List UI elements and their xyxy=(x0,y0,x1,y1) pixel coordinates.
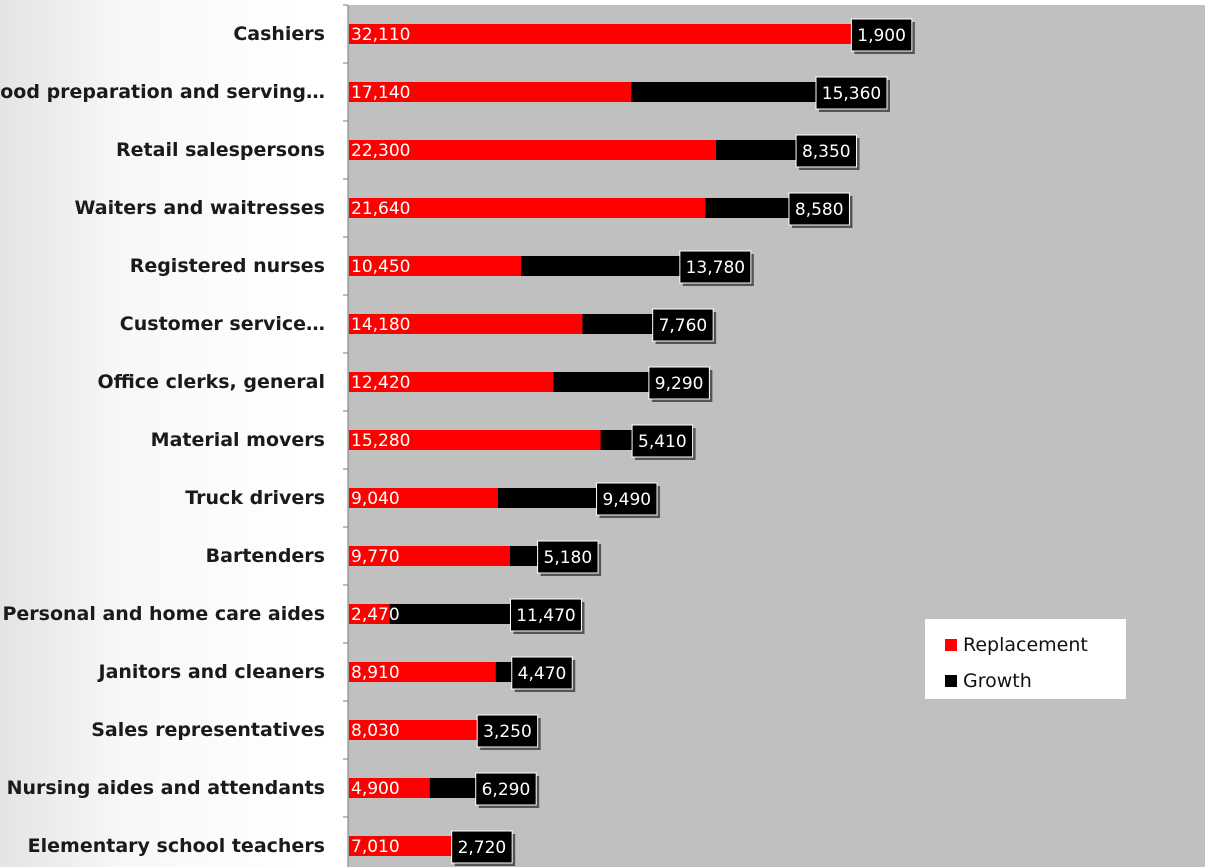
category-label: Waiters and waitresses xyxy=(75,197,325,219)
growth-value-label: 4,470 xyxy=(518,664,567,684)
bar-replacement xyxy=(349,24,878,44)
growth-label-box xyxy=(850,18,913,52)
growth-value-label: 9,490 xyxy=(602,490,651,510)
bar-replacement xyxy=(349,198,706,218)
bar-replacement xyxy=(349,720,482,740)
growth-label-box xyxy=(475,772,537,806)
category-label: Customer service… xyxy=(120,313,325,335)
bar-replacement xyxy=(349,836,465,856)
growth-value-label: 8,580 xyxy=(795,200,844,220)
category-label: Office clerks, general xyxy=(97,371,325,393)
category-label: Registered nurses xyxy=(130,255,325,277)
category-label: Material movers xyxy=(151,429,325,451)
growth-label-box xyxy=(652,308,714,342)
legend-swatch-growth xyxy=(945,675,957,687)
replacement-value-label: 22,300 xyxy=(351,141,410,161)
category-label: Elementary school teachers xyxy=(28,835,325,857)
growth-value-label: 8,350 xyxy=(802,142,851,162)
growth-label-box xyxy=(648,366,710,400)
growth-value-label: 5,410 xyxy=(638,432,687,452)
growth-label-box xyxy=(509,598,582,632)
bar-replacement xyxy=(349,430,601,450)
growth-value-label: 3,250 xyxy=(483,722,532,742)
replacement-value-label: 8,030 xyxy=(351,721,400,741)
replacement-value-label: 7,010 xyxy=(351,837,400,857)
replacement-value-label: 15,280 xyxy=(351,431,410,451)
category-label: Personal and home care aides xyxy=(2,603,325,625)
bar-replacement xyxy=(349,488,498,508)
bar-replacement xyxy=(349,604,390,624)
bar-replacement xyxy=(349,82,632,102)
growth-label-box xyxy=(679,250,752,284)
growth-label-box xyxy=(795,134,858,168)
category-label: Nursing aides and attendants xyxy=(7,777,325,799)
category-label: Sales representatives xyxy=(91,719,325,741)
replacement-value-label: 10,450 xyxy=(351,257,410,277)
category-label: Food preparation and serving… xyxy=(0,81,325,103)
growth-label-box xyxy=(815,76,888,110)
bar-replacement xyxy=(349,546,510,566)
bars-layer: Cashiers 32,110 1,900 Food preparation and … xyxy=(0,4,915,866)
bar-replacement xyxy=(349,314,583,334)
legend-item-growth: Growth xyxy=(945,663,1126,699)
replacement-value-label: 2,470 xyxy=(351,605,400,625)
replacement-value-label: 21,640 xyxy=(351,199,410,219)
replacement-value-label: 12,420 xyxy=(351,373,410,393)
category-label: Cashiers xyxy=(233,23,325,45)
growth-value-label: 9,290 xyxy=(655,374,704,394)
category-label: Janitors and cleaners xyxy=(97,661,326,683)
bar-replacement xyxy=(349,256,522,276)
growth-label-box xyxy=(537,540,599,574)
legend-swatch-replacement xyxy=(945,639,957,651)
growth-value-label: 15,360 xyxy=(822,84,881,104)
chart-legend: Replacement Growth xyxy=(925,619,1126,699)
replacement-value-label: 9,770 xyxy=(351,547,400,567)
growth-label-box xyxy=(451,830,513,864)
bar-replacement xyxy=(349,140,717,160)
legend-label-replacement: Replacement xyxy=(963,634,1088,656)
bar-replacement xyxy=(349,662,496,682)
growth-value-label: 6,290 xyxy=(482,780,531,800)
category-label: Truck drivers xyxy=(185,487,325,509)
legend-label-growth: Growth xyxy=(963,670,1032,692)
replacement-value-label: 4,900 xyxy=(351,779,400,799)
growth-label-box xyxy=(511,656,573,690)
growth-value-label: 1,900 xyxy=(857,26,906,46)
replacement-value-label: 17,140 xyxy=(351,83,410,103)
growth-label-box xyxy=(596,482,658,516)
replacement-value-label: 9,040 xyxy=(351,489,400,509)
replacement-value-label: 14,180 xyxy=(351,315,410,335)
growth-value-label: 7,760 xyxy=(659,316,708,336)
replacement-value-label: 32,110 xyxy=(351,25,410,45)
category-label: Retail salespersons xyxy=(116,139,325,161)
replacement-value-label: 8,910 xyxy=(351,663,400,683)
category-label: Bartenders xyxy=(206,545,325,567)
growth-label-box xyxy=(476,714,539,748)
growth-value-label: 13,780 xyxy=(686,258,745,278)
growth-label-box xyxy=(788,192,850,226)
bar-replacement xyxy=(349,778,430,798)
growth-value-label: 2,720 xyxy=(458,838,507,858)
growth-value-label: 11,470 xyxy=(516,606,575,626)
legend-item-replacement: Replacement xyxy=(945,627,1126,663)
bar-replacement xyxy=(349,372,554,392)
growth-label-box xyxy=(631,424,694,458)
growth-value-label: 5,180 xyxy=(544,548,593,568)
